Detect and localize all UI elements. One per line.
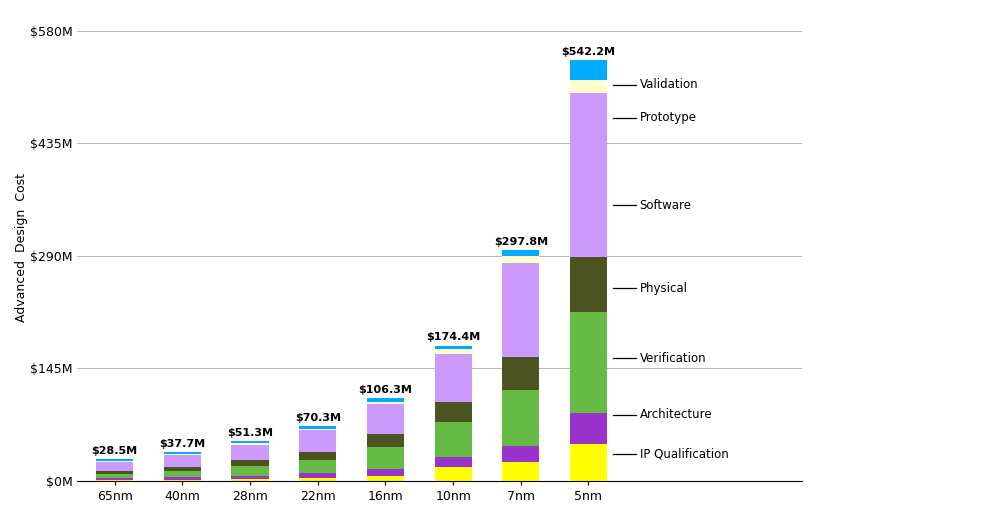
- Bar: [96, 462, 133, 471]
- Bar: [502, 263, 539, 357]
- Bar: [231, 466, 269, 476]
- Text: $28.5M: $28.5M: [92, 445, 138, 456]
- Bar: [502, 256, 539, 263]
- Bar: [96, 459, 133, 461]
- Text: $37.7M: $37.7M: [159, 439, 206, 449]
- Text: $174.4M: $174.4M: [426, 333, 480, 342]
- Bar: [231, 479, 269, 481]
- Y-axis label: Advanced  Design  Cost: Advanced Design Cost: [15, 174, 28, 323]
- Bar: [163, 478, 201, 480]
- Bar: [570, 444, 607, 481]
- Bar: [502, 250, 539, 256]
- Bar: [570, 93, 607, 256]
- Bar: [435, 402, 471, 422]
- Bar: [367, 404, 404, 434]
- Bar: [435, 354, 471, 402]
- Bar: [299, 452, 337, 460]
- Bar: [570, 256, 607, 312]
- Bar: [299, 429, 337, 430]
- Bar: [96, 480, 133, 481]
- Bar: [299, 473, 337, 478]
- Bar: [96, 479, 133, 480]
- Bar: [502, 357, 539, 390]
- Text: $70.3M: $70.3M: [295, 413, 340, 423]
- Bar: [163, 471, 201, 478]
- Bar: [502, 462, 539, 481]
- Bar: [367, 401, 404, 404]
- Text: $297.8M: $297.8M: [494, 237, 548, 247]
- Bar: [367, 434, 404, 447]
- Bar: [163, 455, 201, 467]
- Bar: [299, 426, 337, 429]
- Bar: [570, 60, 607, 80]
- Bar: [367, 398, 404, 401]
- Bar: [231, 445, 269, 461]
- Bar: [96, 474, 133, 479]
- Bar: [367, 447, 404, 469]
- Text: Architecture: Architecture: [640, 409, 712, 422]
- Bar: [163, 454, 201, 455]
- Bar: [231, 443, 269, 445]
- Bar: [435, 467, 471, 481]
- Bar: [435, 457, 471, 467]
- Bar: [570, 413, 607, 444]
- Text: Physical: Physical: [640, 282, 688, 295]
- Bar: [163, 480, 201, 481]
- Bar: [299, 478, 337, 481]
- Bar: [367, 469, 404, 477]
- Bar: [502, 446, 539, 462]
- Bar: [435, 422, 471, 457]
- Bar: [502, 390, 539, 446]
- Text: $106.3M: $106.3M: [358, 385, 412, 395]
- Bar: [96, 461, 133, 462]
- Bar: [163, 452, 201, 454]
- Bar: [367, 477, 404, 481]
- Bar: [231, 461, 269, 466]
- Text: IP Qualification: IP Qualification: [640, 447, 728, 461]
- Bar: [299, 430, 337, 452]
- Text: Prototype: Prototype: [640, 111, 697, 124]
- Text: Validation: Validation: [640, 78, 699, 91]
- Bar: [435, 350, 471, 354]
- Bar: [231, 441, 269, 443]
- Bar: [435, 346, 471, 350]
- Text: Verification: Verification: [640, 352, 707, 365]
- Bar: [299, 460, 337, 473]
- Bar: [231, 476, 269, 479]
- Bar: [163, 467, 201, 471]
- Text: $51.3M: $51.3M: [227, 428, 273, 438]
- Text: $542.2M: $542.2M: [562, 47, 616, 57]
- Bar: [570, 312, 607, 413]
- Bar: [570, 80, 607, 93]
- Text: Software: Software: [640, 199, 692, 212]
- Bar: [96, 471, 133, 474]
